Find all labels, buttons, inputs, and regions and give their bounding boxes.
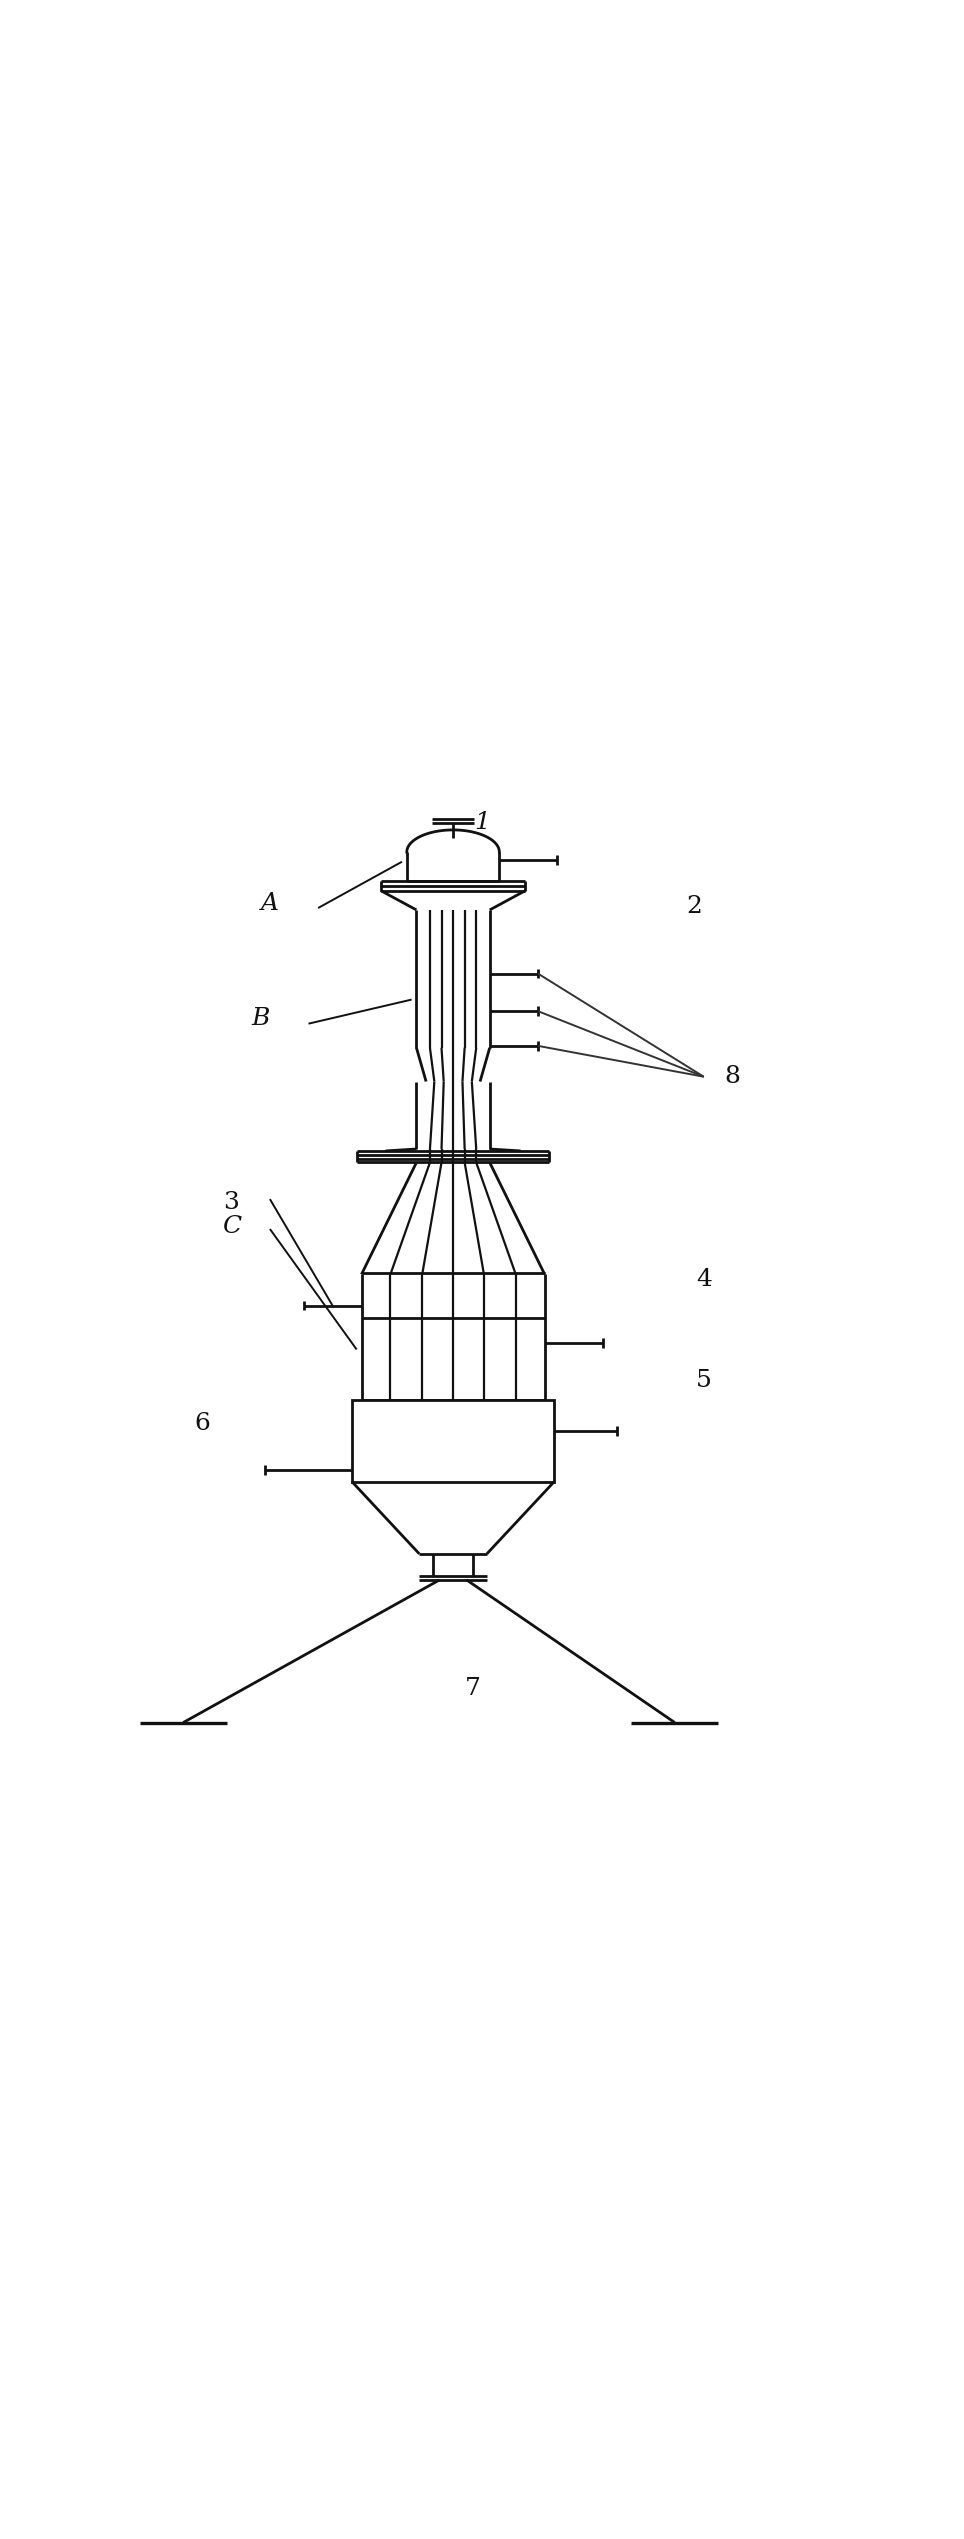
Text: 3: 3 bbox=[224, 1191, 239, 1214]
Text: C: C bbox=[222, 1214, 241, 1236]
Text: 1: 1 bbox=[474, 810, 490, 833]
Text: 5: 5 bbox=[696, 1369, 711, 1391]
Text: 4: 4 bbox=[696, 1267, 711, 1290]
Text: B: B bbox=[251, 1008, 270, 1031]
Text: 2: 2 bbox=[686, 894, 702, 917]
Text: 8: 8 bbox=[725, 1066, 740, 1089]
Text: A: A bbox=[261, 891, 279, 914]
Text: 7: 7 bbox=[465, 1678, 480, 1701]
Bar bbox=[352, 1399, 554, 1483]
Text: 6: 6 bbox=[195, 1412, 210, 1435]
